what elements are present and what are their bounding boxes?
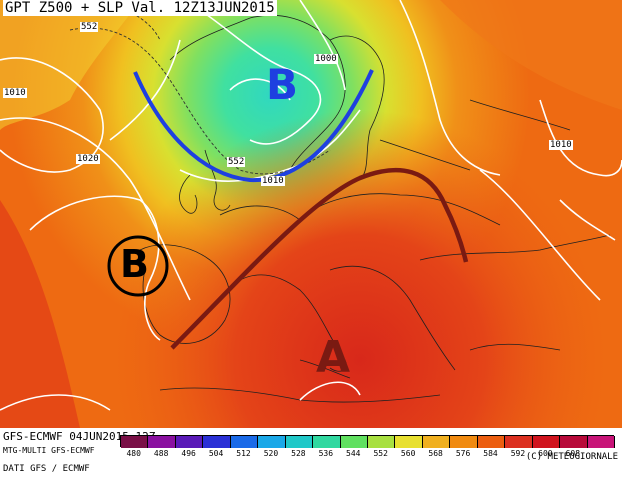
- slp-label: 1000: [314, 54, 338, 64]
- color-scale-swatch: [368, 436, 396, 448]
- color-scale-swatch: [121, 436, 149, 448]
- color-scale-tick-label: 504: [208, 449, 224, 458]
- color-scale-tick-label: 608: [565, 449, 581, 458]
- color-scale-swatch: [395, 436, 423, 448]
- color-scale-tick-label: 576: [455, 449, 471, 458]
- color-scale-tick-label: 488: [153, 449, 169, 458]
- low-pressure-label-iberia: B: [120, 242, 149, 286]
- color-scale-tick-label: 552: [373, 449, 388, 458]
- color-scale-swatch: [560, 436, 588, 448]
- slp-label: 1010: [3, 88, 27, 98]
- color-scale-tick-label: 536: [318, 449, 334, 458]
- color-scale-swatch: [587, 436, 615, 448]
- color-scale-tick-label: 560: [400, 449, 416, 458]
- color-scale-tick-label: 544: [346, 449, 361, 458]
- color-scale-swatch: [450, 436, 478, 448]
- map-title: GPT Z500 + SLP Val. 12Z13JUN2015: [3, 0, 277, 16]
- weather-map: [0, 0, 622, 428]
- color-scale-swatch: [230, 436, 259, 448]
- atlantic-red-band: [0, 200, 80, 428]
- slp-label: 1010: [549, 140, 573, 150]
- color-scale-swatch: [340, 436, 368, 448]
- color-scale-tick-label: 592: [510, 449, 526, 458]
- z500-label: 552: [227, 157, 246, 167]
- color-scale-swatch: [203, 436, 231, 448]
- models-info: MTG-MULTI GFS-ECMWF: [3, 446, 95, 455]
- run-info: GFS-ECMWF 04JUN2015 12Z: [3, 430, 156, 443]
- color-scale-tick-label: 600: [538, 449, 553, 458]
- color-scale-swatch: [258, 436, 286, 448]
- color-scale-tick-label: 528: [291, 449, 306, 458]
- slp-label: 1010: [261, 176, 285, 186]
- color-scale-tick-label: 568: [428, 449, 443, 458]
- color-scale-tick-label: 512: [236, 449, 251, 458]
- east-orange-band: [440, 0, 622, 110]
- color-scale-tick-label: 520: [263, 449, 279, 458]
- color-scale-swatch: [505, 436, 533, 448]
- color-scale-tick-label: 584: [483, 449, 498, 458]
- atlantic-ridge-band: [0, 0, 140, 130]
- iberian-low-circle: [107, 235, 169, 297]
- color-scale-tick-label: 480: [126, 449, 141, 458]
- z500-contours: [69, 0, 331, 175]
- color-scale-bar: [120, 435, 615, 448]
- color-scale-swatch: [313, 436, 341, 448]
- color-scale-swatch: [532, 436, 561, 448]
- low-pressure-label-north: B: [266, 60, 299, 109]
- ridge-axis-line: [170, 167, 469, 350]
- copyright-credit: (C) METEOGIORNALE: [525, 452, 618, 462]
- color-scale-swatch: [477, 436, 506, 448]
- z500-label: 552: [80, 22, 99, 32]
- map-footer: GFS-ECMWF 04JUN2015 12Z MTG-MULTI GFS-EC…: [0, 428, 622, 480]
- color-scale-swatch: [422, 436, 451, 448]
- slp-label: 1020: [76, 154, 100, 164]
- color-scale-swatch: [175, 436, 204, 448]
- color-scale-swatch: [285, 436, 314, 448]
- color-scale-swatch: [148, 436, 176, 448]
- data-source: DATI GFS / ECMWF: [3, 464, 90, 474]
- color-scale-tick-label: 496: [181, 449, 196, 458]
- trough-axis-line: [133, 69, 374, 183]
- high-pressure-label-south: A: [316, 332, 351, 383]
- geopotential-gradient-south: [0, 0, 622, 428]
